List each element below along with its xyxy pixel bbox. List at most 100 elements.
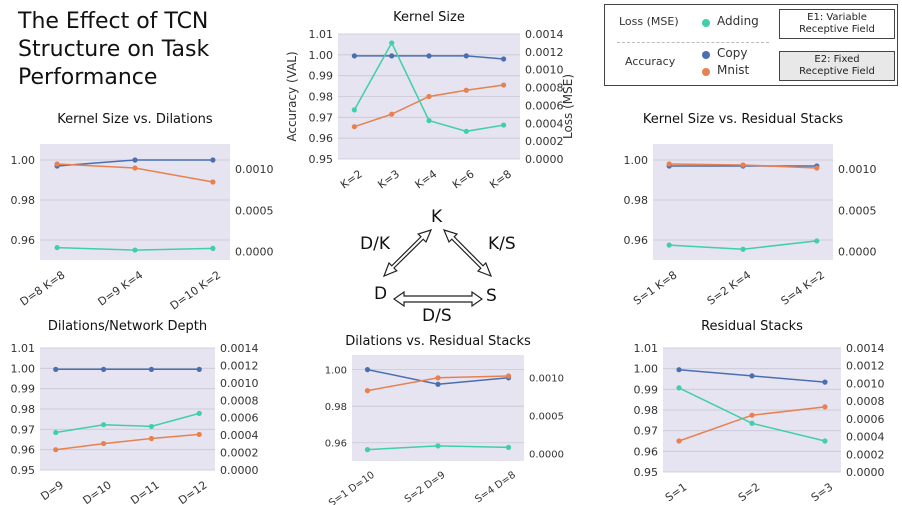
y2-tick-label: 0.0010 — [846, 377, 885, 390]
y2-tick-label: 0.0010 — [529, 374, 564, 385]
chart-2: 0.95 0.96 0.97 0.98 0.99 1.00 1.01 0.0000 0.0002… — [285, 10, 575, 191]
data-point-mnist — [351, 124, 357, 130]
legend-e1-line-1: E1: Variable — [807, 12, 867, 23]
x-tick-label: K=2 — [338, 167, 365, 191]
y-tick-label: 0.95 — [309, 153, 334, 166]
chart-title: Kernel Size — [393, 10, 465, 25]
y-tick-label: 0.98 — [325, 402, 347, 413]
data-point-copy — [463, 53, 469, 59]
y-tick-label: 1.00 — [634, 363, 659, 376]
data-point-mnist — [505, 373, 512, 379]
y2-tick-label: 0.0000 — [525, 153, 564, 166]
y2-tick-label: 0.0005 — [838, 204, 877, 217]
data-point-mnist — [53, 447, 59, 453]
y-tick-label: 0.99 — [634, 383, 659, 396]
y2-tick-label: 0.0000 — [220, 464, 259, 477]
data-point-adding — [463, 128, 469, 134]
legend-loss-label: Loss (MSE) — [619, 15, 679, 28]
y-tick-label: 1.01 — [634, 342, 659, 355]
data-point-copy — [351, 53, 357, 59]
data-point-mnist — [196, 431, 202, 438]
legend-copy-marker — [702, 51, 710, 59]
data-point-mnist — [814, 165, 820, 171]
y2-tick-label: 0.0012 — [220, 359, 259, 372]
legend: Loss (MSE) Adding Accuracy Copy Mnist E1… — [604, 4, 898, 86]
y2-tick-label: 0.0000 — [529, 449, 564, 460]
data-point-copy — [210, 157, 216, 163]
legend-adding-marker — [702, 19, 710, 27]
x-tick-label: S=2 — [736, 480, 762, 504]
x-tick-label: D=10 K=2 — [168, 268, 223, 312]
data-point-mnist — [435, 375, 441, 381]
chart-5: 0.96 0.98 1.00 0.0000 0.0005 0.0010 S=1 D=10 S=… — [325, 334, 564, 505]
data-point-mnist — [822, 404, 828, 410]
y-tick-label: 1.00 — [11, 154, 36, 167]
triangle-label-dk: D/K — [360, 234, 390, 254]
data-point-mnist — [749, 412, 755, 418]
plot-area — [40, 144, 230, 260]
legend-adding-label: Adding — [717, 14, 759, 28]
data-point-adding — [740, 246, 746, 252]
y-tick-label: 1.01 — [11, 342, 36, 355]
chart-3: 0.96 0.98 1.00 0.0000 0.0005 0.0010 S=1 K=8 S=2… — [624, 112, 877, 308]
legend-mnist-label: Mnist — [717, 63, 750, 77]
y-tick-label: 0.98 — [11, 403, 36, 416]
y2-tick-label: 0.0014 — [525, 28, 564, 41]
y-tick-label: 0.99 — [11, 383, 36, 396]
chart-title: Kernel Size vs. Dilations — [57, 112, 213, 127]
x-tick-label: S=4 K=2 — [779, 268, 828, 307]
y2-tick-label: 0.0010 — [235, 163, 274, 176]
data-point-adding — [676, 385, 682, 391]
data-point-adding — [196, 410, 202, 416]
page-title: The Effect of TCN Structure on Task Perf… — [18, 8, 268, 92]
chart-6: 0.95 0.96 0.97 0.98 0.99 1.00 1.01 0.0000 0.0002… — [634, 319, 885, 504]
y-tick-label: 1.00 — [309, 49, 334, 62]
x-tick-label: D=8 K=8 — [18, 268, 68, 308]
y-axis-label: Accuracy (VAL) — [285, 51, 299, 141]
x-tick-label: S=1 D=10 — [327, 470, 377, 505]
legend-copy-label: Copy — [717, 46, 748, 60]
data-point-mnist — [389, 111, 395, 117]
x-tick-label: S=2 D=9 — [403, 470, 448, 505]
y-tick-label: 0.98 — [11, 194, 36, 207]
y2-tick-label: 0.0010 — [838, 163, 877, 176]
data-point-adding — [364, 447, 371, 453]
y-tick-label: 0.97 — [11, 423, 36, 436]
data-point-copy — [426, 53, 432, 59]
data-point-adding — [148, 423, 155, 430]
title-line-2: Structure on Task — [18, 37, 210, 62]
data-point-mnist — [666, 161, 672, 167]
data-point-copy — [100, 366, 107, 372]
data-point-mnist — [100, 440, 107, 447]
data-point-copy — [364, 367, 371, 373]
y2-tick-label: 0.0002 — [220, 447, 259, 460]
y2-tick-label: 0.0006 — [846, 413, 885, 426]
y2-tick-label: 0.0000 — [838, 246, 877, 259]
data-point-adding — [505, 444, 512, 450]
data-point-mnist — [210, 179, 216, 185]
triangle-label-d: D — [374, 284, 388, 304]
y-tick-label: 0.98 — [309, 91, 334, 104]
triangle-label-ks: K/S — [488, 234, 516, 254]
data-point-mnist — [148, 435, 155, 442]
data-point-mnist — [501, 82, 507, 88]
data-point-mnist — [132, 165, 138, 171]
legend-e1-line-2: Receptive Field — [799, 24, 875, 35]
title-line-1: The Effect of TCN — [18, 9, 209, 34]
data-point-mnist — [54, 161, 60, 167]
y2-axis-label: Loss (MSE) — [561, 74, 575, 139]
data-point-copy — [822, 379, 828, 385]
data-point-mnist — [364, 388, 371, 394]
y-tick-label: 0.96 — [11, 234, 36, 247]
x-tick-label: S=2 K=4 — [705, 268, 754, 307]
y-tick-label: 0.95 — [11, 464, 36, 477]
y-tick-label: 0.98 — [624, 194, 649, 207]
y2-tick-label: 0.0004 — [220, 429, 259, 442]
y-tick-label: 0.95 — [634, 466, 659, 479]
y2-tick-label: 0.0012 — [846, 360, 885, 373]
y2-tick-label: 0.0006 — [525, 99, 564, 112]
legend-separator — [617, 42, 769, 43]
data-point-adding — [54, 244, 60, 251]
y-tick-label: 0.96 — [624, 234, 649, 247]
data-point-copy — [132, 157, 138, 163]
